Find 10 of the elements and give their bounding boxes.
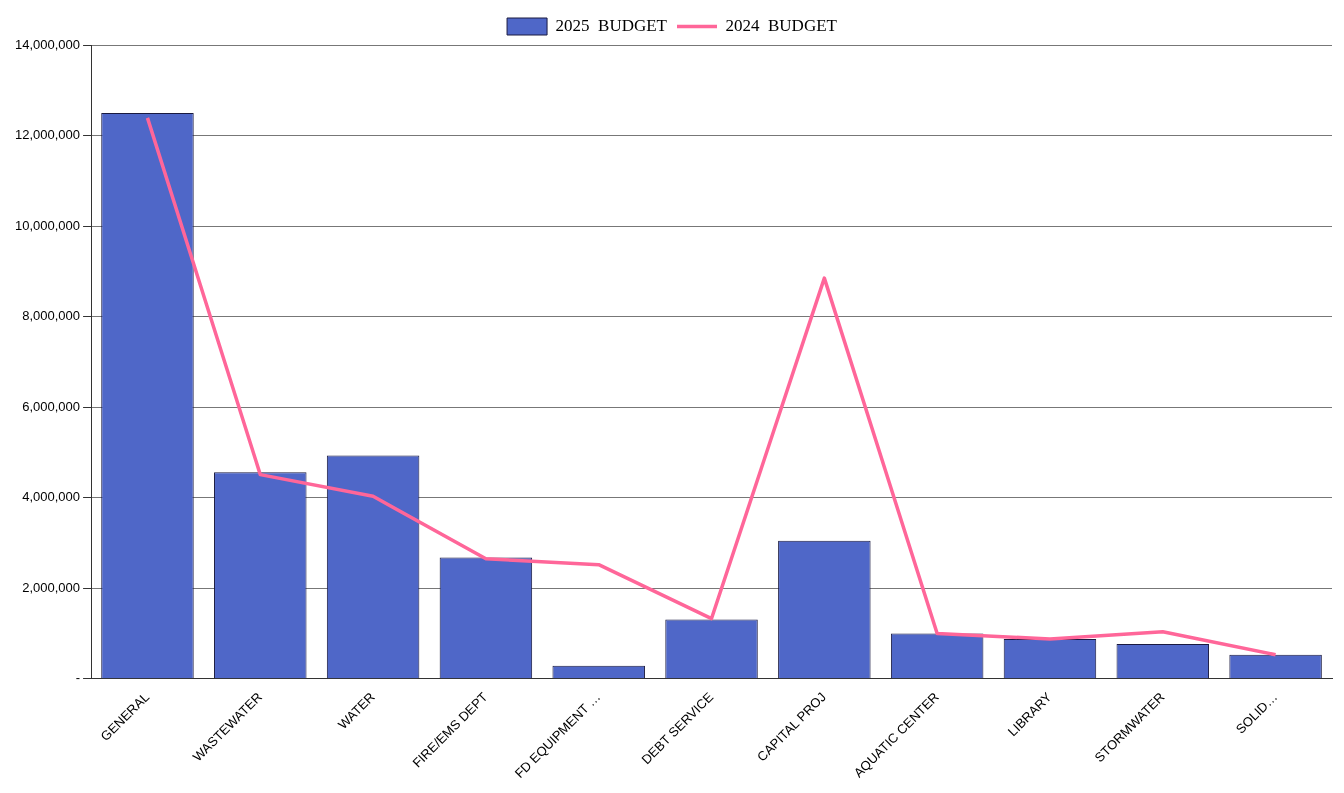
y-tick-label: -: [75, 670, 81, 686]
legend-label: 2025 BUDGET: [555, 15, 668, 35]
y-tick-label: 4,000,000: [22, 489, 81, 505]
y-tick-label: 2,000,000: [22, 579, 81, 595]
y-tick-label: 6,000,000: [22, 398, 81, 414]
y-tick-label: 10,000,000: [14, 217, 81, 233]
y-tick-label: 12,000,000: [14, 127, 81, 143]
legend-label: 2024 BUDGET: [725, 15, 838, 35]
y-tick-label: 8,000,000: [22, 308, 81, 324]
y-tick-label: 14,000,000: [14, 36, 81, 52]
